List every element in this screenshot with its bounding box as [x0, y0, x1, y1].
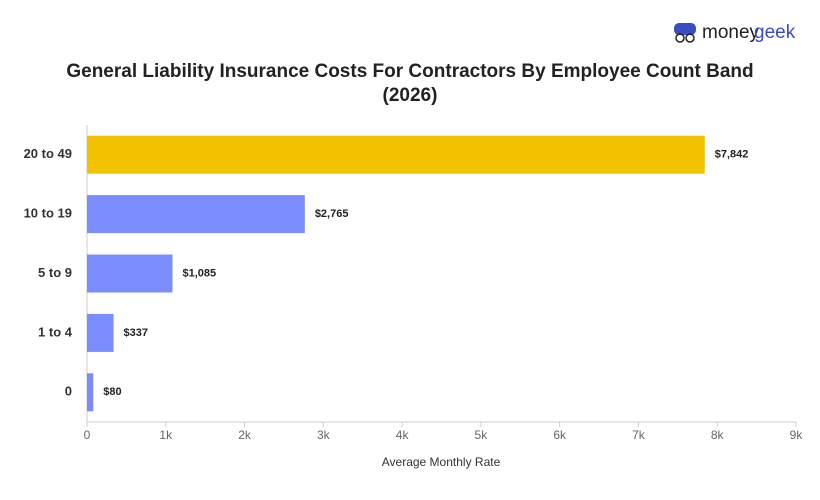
y-tick-label: 20 to 49 [24, 146, 72, 161]
bar [87, 254, 173, 293]
value-label: $7,842 [715, 149, 749, 161]
y-tick-label: 0 [65, 384, 72, 399]
value-label: $1,085 [182, 267, 216, 279]
x-tick-label: 9k [790, 428, 804, 442]
value-label: $337 [124, 327, 148, 339]
x-tick-label: 6k [553, 428, 567, 442]
bar [87, 313, 114, 352]
bar [87, 135, 705, 174]
logo-icon [685, 33, 695, 43]
x-tick-label: 2k [238, 428, 252, 442]
bar [87, 373, 94, 412]
y-tick-label: 1 to 4 [38, 324, 73, 339]
x-tick-label: 5k [475, 428, 489, 442]
x-tick-label: 8k [711, 428, 725, 442]
value-label: $2,765 [315, 208, 349, 220]
brand-second: geek [754, 22, 796, 43]
x-tick-label: 0 [84, 428, 91, 442]
x-tick-label: 4k [396, 428, 410, 442]
logo-icon [675, 33, 685, 43]
x-tick-label: 1k [159, 428, 173, 442]
x-axis-label: Average Monthly Rate [382, 455, 501, 469]
logo-icon [674, 23, 696, 35]
x-tick-label: 3k [317, 428, 331, 442]
chart-title: General Liability Insurance Costs For Co… [66, 61, 754, 106]
y-tick-label: 10 to 19 [24, 206, 72, 221]
bar [87, 195, 305, 234]
brand-first: money [702, 22, 760, 43]
y-tick-label: 5 to 9 [38, 265, 72, 280]
x-tick-label: 7k [632, 428, 646, 442]
value-label: $80 [103, 386, 121, 398]
logo: money geek [674, 22, 796, 43]
